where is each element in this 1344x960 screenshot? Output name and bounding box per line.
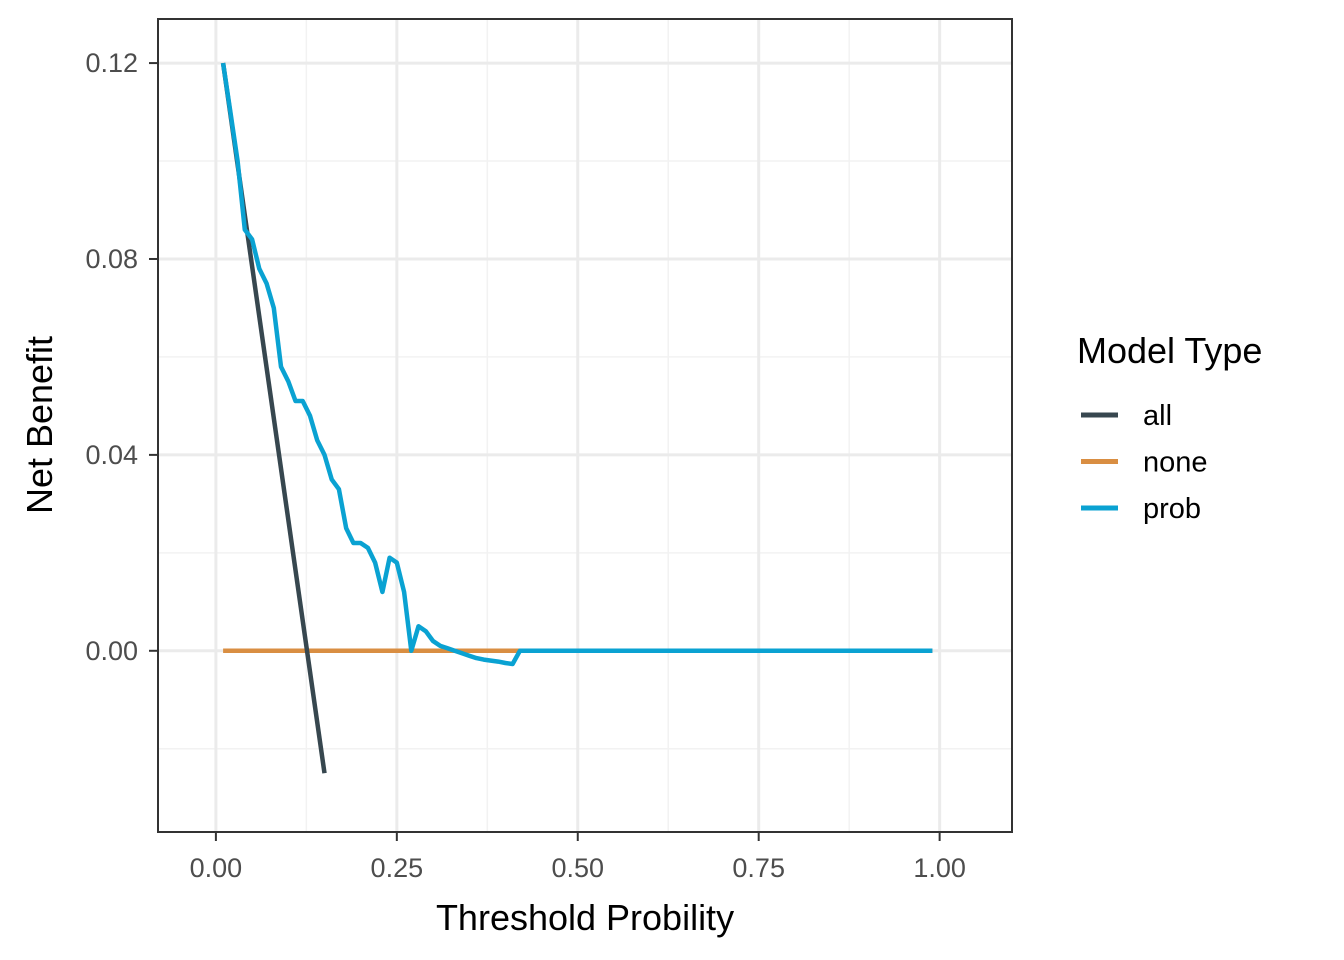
x-tick-label: 0.75 — [732, 853, 785, 883]
x-axis-title: Threshold Probility — [436, 897, 734, 938]
y-axis-title: Net Benefit — [19, 336, 60, 514]
series-layer — [220, 62, 933, 774]
legend-label-prob: prob — [1143, 493, 1201, 525]
legend-label-none: none — [1143, 447, 1208, 479]
y-tick-label: 0.12 — [85, 48, 138, 78]
x-tick-label: 0.50 — [551, 853, 604, 883]
legend-title: Model Type — [1077, 330, 1262, 371]
y-tick-label: 0.08 — [85, 244, 138, 274]
x-axis: 0.00 0.25 0.50 0.75 1.00 — [190, 832, 966, 883]
legend-label-all: all — [1143, 400, 1172, 432]
grid-minor — [158, 19, 1012, 832]
legend: Model Type all none prob — [1077, 330, 1262, 525]
plot-border — [157, 18, 1013, 833]
x-tick-label: 1.00 — [913, 853, 966, 883]
y-axis: 0.00 0.04 0.08 0.12 — [85, 48, 158, 666]
legend-items: all none prob — [1081, 400, 1208, 525]
series-line-prob — [220, 62, 933, 667]
x-tick-label: 0.25 — [371, 853, 424, 883]
y-tick-label: 0.00 — [85, 636, 138, 666]
plot-background — [158, 19, 1012, 832]
x-tick-label: 0.00 — [190, 853, 243, 883]
y-tick-label: 0.04 — [85, 440, 138, 470]
